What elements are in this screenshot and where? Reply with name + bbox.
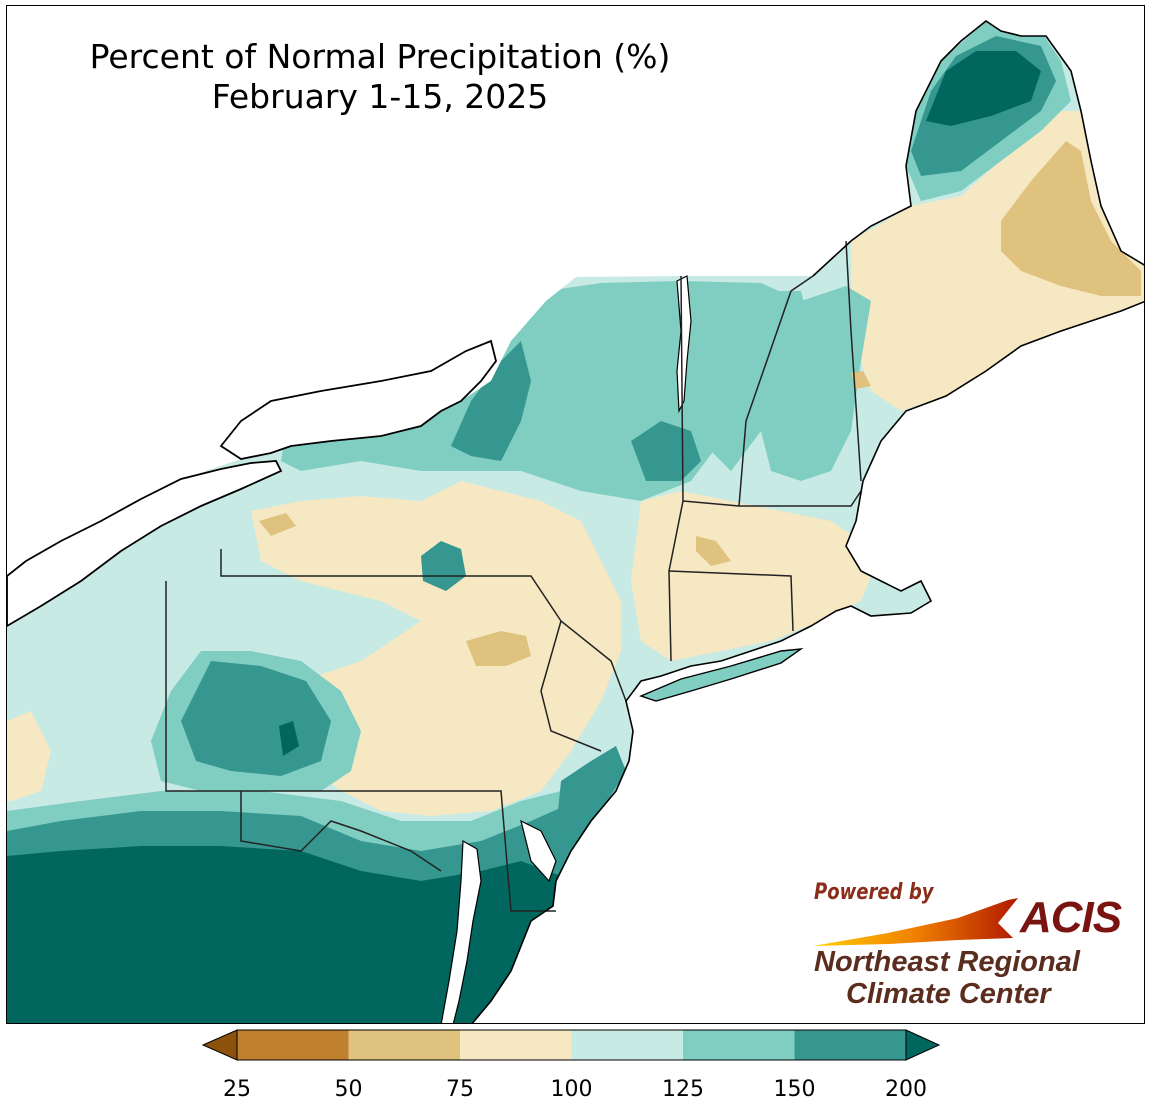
colorbar-tick-label: 25 — [223, 1077, 251, 1102]
colorbar-legend — [201, 1029, 941, 1061]
colorbar-tick-label: 150 — [773, 1077, 816, 1102]
colorbar-tick-label: 125 — [662, 1077, 704, 1102]
zone-new-england-tan — [631, 491, 871, 661]
map-frame — [6, 5, 1145, 1024]
nrcc-name-line1: Northeast Regional — [814, 946, 1080, 978]
zone-ny-adirondack — [451, 341, 531, 461]
colorbar-bin-100-125 — [571, 1030, 684, 1060]
colorbar-tick-label: 200 — [885, 1077, 927, 1102]
colorbar-bin-150-200 — [794, 1030, 907, 1060]
zone-maine-dry — [1001, 141, 1141, 296]
zone-vt-wet — [691, 291, 811, 471]
lake-erie — [7, 460, 283, 628]
zone-nj-wet — [556, 746, 626, 841]
acis-wordmark: ACIS — [1020, 893, 1122, 942]
chesapeake-bay — [440, 839, 482, 1023]
zone-nh-wet — [761, 286, 871, 481]
map-subtitle-date: February 1-15, 2025 — [211, 77, 549, 116]
colorbar-bin-75-100 — [460, 1030, 572, 1060]
zone-ny-central-wet — [421, 541, 466, 591]
colorbar-bin-50-75 — [348, 1030, 461, 1060]
zone-wpa-wettest — [279, 721, 299, 756]
nrcc-name-line2: Climate Center — [846, 978, 1051, 1010]
coastline — [471, 20, 1144, 1023]
delaware-bay — [520, 819, 557, 883]
zone-pa-dry — [466, 631, 531, 666]
state-borders — [165, 240, 862, 912]
zone-maine-north-wettest — [926, 51, 1041, 126]
colorbar-arrow-high — [905, 1029, 941, 1061]
powered-by-text: Powered by — [814, 880, 934, 905]
long-island — [639, 648, 804, 702]
colorbar-tick-label: 100 — [550, 1077, 593, 1102]
lake-champlain — [676, 275, 692, 414]
lake-ontario — [219, 339, 497, 460]
colorbar-bin-25-50 — [237, 1030, 349, 1060]
zone-ny-hudson — [631, 421, 701, 481]
acis-logo — [813, 898, 1018, 946]
colorbar-bin-125-150 — [683, 1030, 795, 1060]
precipitation-map — [7, 20, 1144, 1023]
zone-west-edge-tan — [7, 711, 51, 801]
zone-ny-dry — [259, 513, 296, 536]
zone-maine-coast-dry — [851, 371, 871, 389]
zone-ma-dry — [696, 536, 731, 566]
map-title: Percent of Normal Precipitation (%) — [89, 37, 671, 76]
zone-south-wettest — [7, 846, 561, 1023]
zone-cape-cod-dry — [903, 629, 926, 649]
colorbar-tick-label: 75 — [446, 1077, 474, 1102]
colorbar-arrow-low — [201, 1029, 238, 1061]
colorbar-tick-label: 50 — [334, 1077, 363, 1102]
